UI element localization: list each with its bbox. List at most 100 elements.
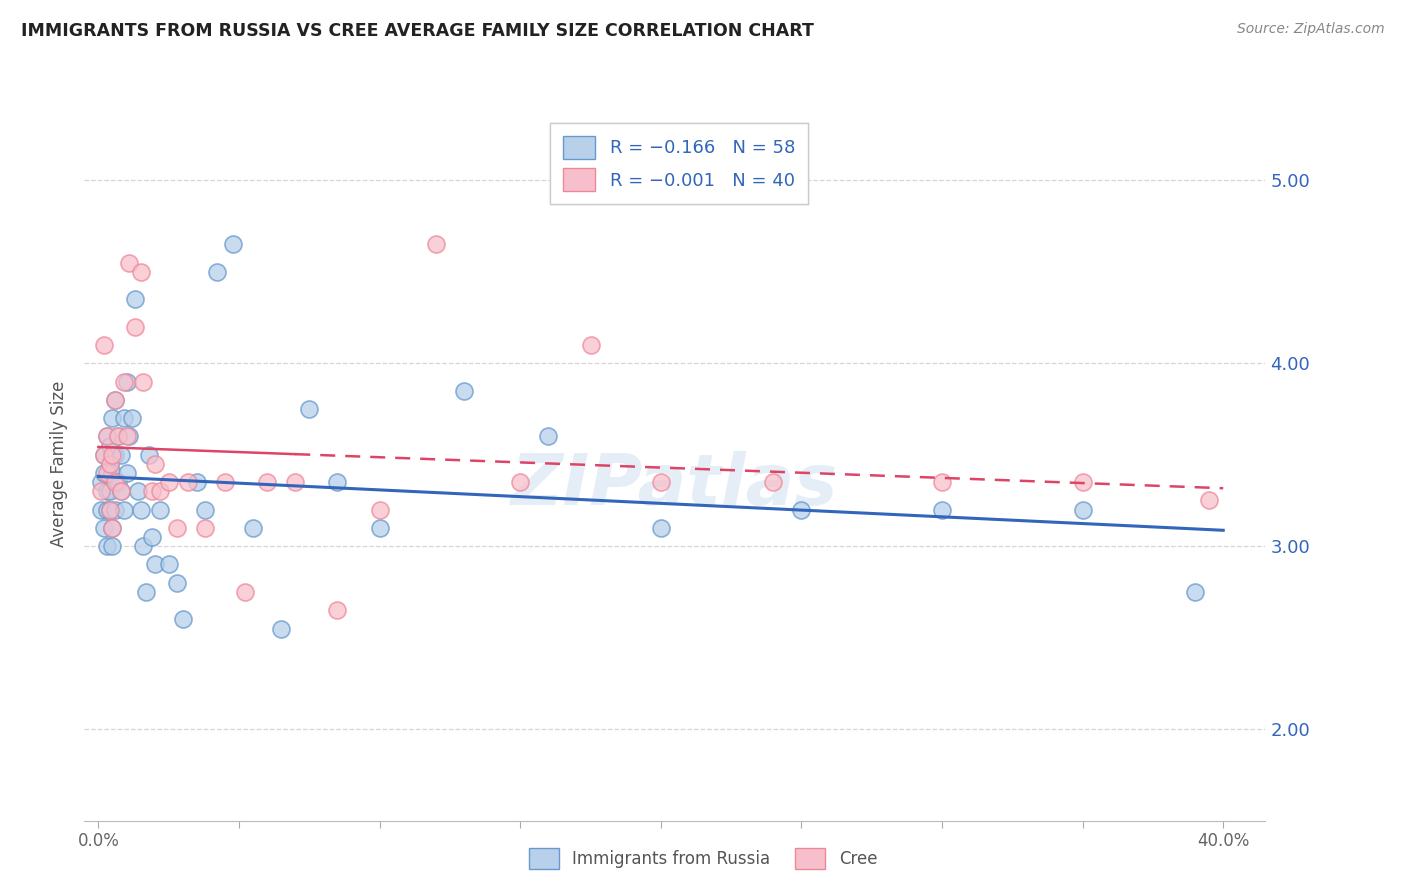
Point (118, 255, 141, 269)
Point (96, 466, 118, 480)
Point (96, 429, 118, 443)
Point (186, 475, 208, 490)
Point (101, 521, 124, 535)
Point (93, 448, 115, 462)
Point (132, 375, 155, 389)
Point (101, 466, 124, 480)
Point (284, 475, 307, 490)
Point (762, 475, 785, 490)
Point (112, 411, 135, 425)
Point (242, 521, 264, 535)
Point (127, 484, 149, 499)
Point (270, 622, 292, 636)
Point (298, 401, 321, 416)
Point (157, 558, 180, 572)
Point (425, 237, 447, 252)
Point (132, 539, 155, 553)
Point (115, 429, 138, 443)
Point (233, 585, 256, 599)
Point (368, 521, 391, 535)
Point (453, 384, 475, 398)
Point (90, 502, 112, 516)
Point (135, 585, 157, 599)
Point (110, 484, 132, 499)
Point (143, 457, 166, 471)
Point (166, 521, 188, 535)
Point (149, 484, 172, 499)
Point (110, 484, 132, 499)
Point (98, 502, 121, 516)
Point (124, 292, 146, 306)
Point (790, 502, 813, 516)
Point (194, 502, 217, 516)
Point (104, 448, 127, 462)
Point (98, 457, 121, 471)
Point (101, 411, 124, 425)
Point (172, 612, 194, 626)
Text: Source: ZipAtlas.com: Source: ZipAtlas.com (1237, 22, 1385, 37)
Point (166, 575, 188, 590)
Point (141, 484, 163, 499)
Point (124, 319, 146, 334)
Point (98, 457, 121, 471)
Point (107, 429, 129, 443)
Point (205, 265, 228, 279)
Point (222, 237, 245, 252)
Point (537, 429, 560, 443)
Point (107, 429, 129, 443)
Point (115, 375, 138, 389)
Point (149, 502, 172, 516)
Point (326, 603, 349, 617)
Point (98, 484, 121, 499)
Point (96, 429, 118, 443)
Legend: R = −0.166   N = 58, R = −0.001   N = 40: R = −0.166 N = 58, R = −0.001 N = 40 (550, 123, 807, 204)
Point (138, 448, 160, 462)
Point (90, 475, 112, 490)
Point (96, 484, 118, 499)
Point (256, 475, 278, 490)
Point (98, 502, 121, 516)
Point (326, 475, 349, 490)
Point (194, 521, 217, 535)
Point (98, 438, 121, 452)
Point (101, 539, 124, 553)
Point (93, 448, 115, 462)
Point (112, 502, 135, 516)
Point (157, 475, 180, 490)
Point (579, 338, 602, 352)
Point (1071, 475, 1094, 490)
Point (143, 558, 166, 572)
Point (112, 375, 135, 389)
Point (1198, 493, 1220, 508)
Point (368, 502, 391, 516)
Point (96, 502, 118, 516)
Text: ZIPatlas: ZIPatlas (512, 450, 838, 520)
Point (107, 475, 129, 490)
Point (101, 521, 124, 535)
Point (104, 392, 127, 407)
Point (931, 475, 953, 490)
Point (931, 502, 953, 516)
Point (104, 502, 127, 516)
Point (141, 530, 163, 544)
Point (104, 475, 127, 490)
Point (650, 521, 672, 535)
Point (118, 429, 141, 443)
Y-axis label: Average Family Size: Average Family Size (51, 381, 69, 547)
Legend: Immigrants from Russia, Cree: Immigrants from Russia, Cree (519, 838, 887, 880)
Point (129, 265, 152, 279)
Point (93, 338, 115, 352)
Point (104, 392, 127, 407)
Point (101, 448, 124, 462)
Point (1184, 585, 1206, 599)
Point (115, 466, 138, 480)
Point (93, 521, 115, 535)
Point (90, 484, 112, 499)
Point (129, 502, 152, 516)
Point (110, 448, 132, 462)
Point (214, 475, 236, 490)
Point (96, 539, 118, 553)
Point (650, 475, 672, 490)
Point (93, 466, 115, 480)
Text: IMMIGRANTS FROM RUSSIA VS CREE AVERAGE FAMILY SIZE CORRELATION CHART: IMMIGRANTS FROM RUSSIA VS CREE AVERAGE F… (21, 22, 814, 40)
